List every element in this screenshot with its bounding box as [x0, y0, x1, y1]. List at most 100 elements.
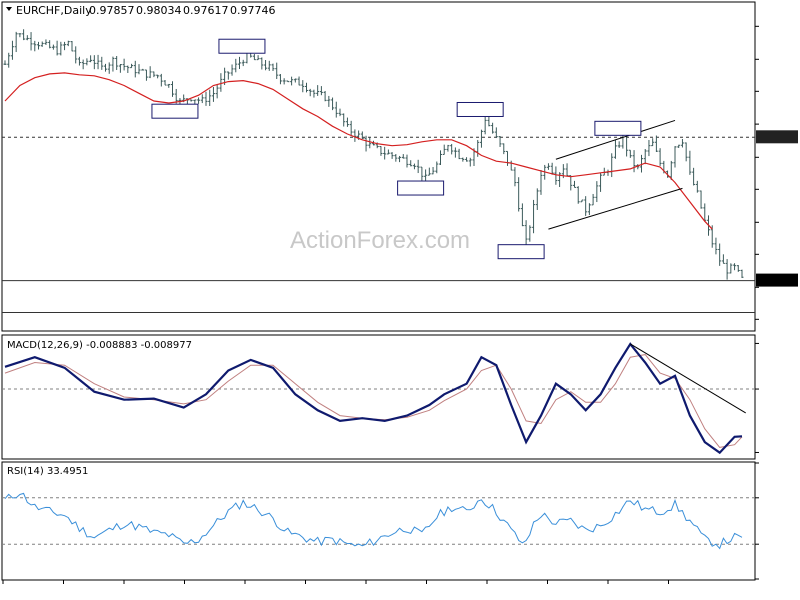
ohlc-bar — [3, 60, 7, 66]
ohlc-bar — [197, 97, 201, 104]
ohlc-bar — [450, 143, 454, 155]
ohlc-bar — [331, 97, 335, 111]
ohlc-bar — [226, 71, 230, 80]
macd-panel: MACD(12,26,9) -0.008883 -0.008977 — [1, 334, 759, 460]
ohlc-bar — [118, 64, 122, 73]
ohlc-bar — [532, 199, 536, 234]
ohlc-bar — [491, 122, 495, 134]
ohlc-bar — [126, 65, 130, 74]
level-label — [497, 244, 545, 260]
ohlc-bar — [230, 64, 234, 76]
ohlc-bar — [167, 83, 171, 88]
ohlc-bar — [338, 108, 342, 117]
ohlc-bar — [405, 154, 409, 168]
price-channel — [548, 119, 683, 230]
ohlc-bar — [643, 148, 647, 165]
ohlc-bar — [695, 180, 699, 193]
ohlc-bar — [342, 113, 346, 127]
ohlc-bar — [267, 60, 271, 71]
ohlc-bar — [733, 263, 737, 271]
ohlc-bar — [468, 157, 472, 167]
ohlc-bar — [599, 173, 603, 192]
ohlc-bar — [14, 31, 18, 53]
ohlc-bar — [312, 89, 316, 98]
ohlc-bar — [465, 157, 469, 162]
ohlc-bar — [308, 88, 312, 97]
collapse-arrow-icon[interactable] — [6, 7, 12, 11]
moving-average-line — [4, 72, 713, 230]
channel-upper-line — [555, 119, 676, 160]
ohlc-bar — [353, 129, 357, 142]
ohlc-bar — [316, 85, 320, 96]
ohlc-bar — [740, 269, 744, 279]
rsi-line — [4, 492, 743, 550]
ohlc-bar — [349, 120, 353, 136]
ohlc-bar — [479, 129, 483, 148]
macd-main-line — [4, 342, 743, 455]
ohlc-bar — [141, 68, 145, 71]
ohlc-bar — [416, 159, 420, 174]
price-hlines — [2, 130, 798, 314]
rsi-y-axis — [2, 462, 759, 580]
ohlc-bar — [44, 39, 48, 45]
ohlc-bar — [718, 243, 722, 266]
price-level-labels — [151, 38, 642, 260]
channel-lower-line — [548, 187, 683, 230]
ohlc-bar — [573, 180, 576, 188]
ohlc-bar — [282, 78, 286, 85]
ohlc-bar — [736, 265, 740, 272]
level-label — [456, 101, 504, 117]
ohlc-bar — [673, 146, 677, 168]
rsi-panel: RSI(14) 33.4951 — [1, 461, 759, 581]
ohlc-bar — [632, 150, 636, 173]
ohlc-bar — [539, 169, 543, 195]
ohlc-bar — [305, 82, 308, 93]
ohlc-bar — [10, 40, 14, 60]
level-tag — [756, 130, 798, 144]
ohlc-bar — [293, 78, 297, 83]
ohlc-bar — [29, 32, 33, 51]
ohlc-bar — [699, 190, 703, 209]
ohlc-bar — [628, 149, 632, 158]
ohlc-bar — [260, 57, 264, 70]
ohlc-bar — [494, 127, 498, 139]
level-label-box — [151, 103, 199, 119]
ohlc-bar — [200, 94, 204, 104]
ohlc-bar — [215, 84, 219, 99]
ohlc-bar — [238, 56, 241, 70]
ohlc-bar — [580, 199, 584, 203]
ohlc-bar — [137, 64, 141, 75]
ohlc-bar — [208, 89, 212, 106]
ohlc-bar — [171, 81, 174, 97]
ohlc-bar — [431, 167, 435, 175]
ohlc-bar — [204, 91, 208, 106]
ohlc-bar — [535, 188, 539, 210]
ohlc-bar — [264, 59, 268, 71]
ohlc-bar — [546, 163, 550, 170]
ohlc-bar — [584, 196, 588, 216]
ohlc-bar — [122, 58, 126, 71]
ohlc-bar — [383, 146, 387, 160]
ohlc-bar — [435, 161, 439, 174]
ohlc-bar — [390, 152, 394, 159]
ohlc-bar — [286, 80, 290, 83]
level-label — [397, 180, 445, 196]
ohlc-bar — [163, 80, 167, 86]
ohlc-bar — [85, 58, 89, 66]
ohlc-bar — [714, 237, 718, 255]
ohlc-bar — [613, 139, 617, 159]
ohlc-bar — [524, 220, 528, 246]
ohlc-bar — [174, 88, 178, 104]
ohlc-bar — [513, 167, 517, 187]
ohlc-low: 0.97617 — [183, 4, 229, 17]
macd-trendline — [630, 343, 746, 414]
ohlc-bar — [461, 157, 465, 162]
ohlc-bar — [92, 55, 96, 70]
ohlc-bar — [100, 56, 104, 70]
ohlc-bar — [457, 148, 461, 160]
ohlc-bar — [25, 35, 29, 41]
ohlc-bar — [725, 259, 729, 280]
rsi-title: RSI(14) 33.4951 — [7, 466, 88, 477]
ohlc-bar — [677, 144, 681, 148]
